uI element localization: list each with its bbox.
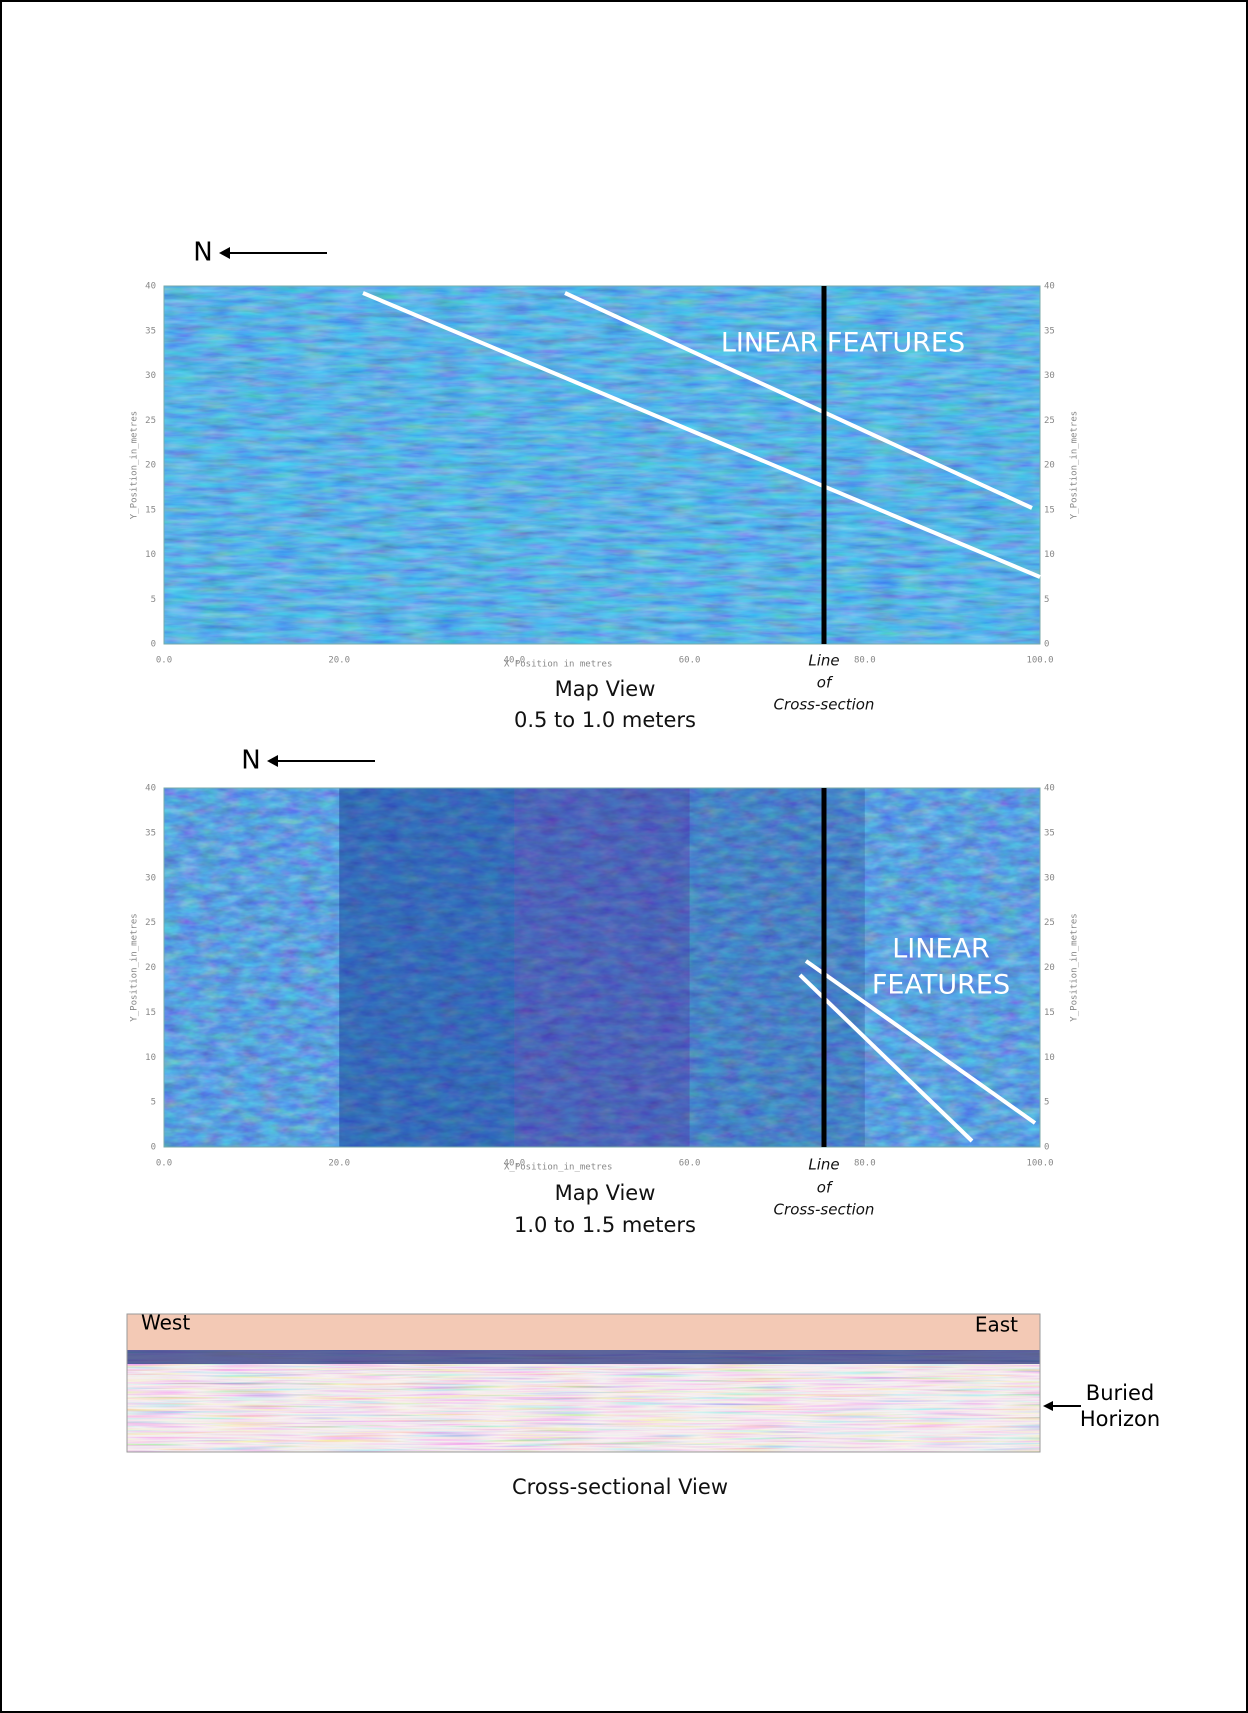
horizon-label: Horizon (1080, 1407, 1160, 1431)
x-axis-label: X_Position_in_metres (504, 1163, 612, 1173)
y-axis-label-right: Y_Position_in_metres (1070, 913, 1080, 1021)
y-tick-label: 25 (145, 416, 156, 426)
x-tick-label: 100.0 (1026, 656, 1053, 666)
x-tick-label: 60.0 (679, 1159, 701, 1169)
y-tick-label: 25 (145, 918, 156, 928)
y-tick-label-right: 25 (1044, 416, 1055, 426)
y-tick-label-right: 0 (1044, 640, 1049, 650)
x-tick-label: 80.0 (854, 656, 876, 666)
x-tick-label: 40.0 (504, 1159, 526, 1169)
map-image (164, 286, 1040, 644)
map-frame (163, 787, 1041, 1148)
y-tick-label-right: 40 (1044, 784, 1055, 794)
y-tick-label: 40 (145, 784, 156, 794)
y-tick-label: 0 (151, 1143, 156, 1153)
x-tick-label: 20.0 (328, 656, 350, 666)
x-tick-label: 100.0 (1026, 1159, 1053, 1169)
line-label: of (817, 1179, 834, 1197)
x-axis-label: X Position in metres (504, 660, 612, 670)
map-panel: 0.0 20.0 40.0 60.0 80.0 100.0 0 0 5 5 10 10 15 15 20 20… (130, 746, 1080, 1238)
annotation: LINEAR FEATURES (721, 328, 965, 359)
y-tick-label: 20 (145, 963, 156, 973)
y-tick-label-right: 15 (1044, 1008, 1055, 1018)
survey-band (689, 788, 865, 1147)
caption: 0.5 to 1.0 meters (514, 708, 696, 732)
line-label: of (817, 674, 834, 692)
east-label: East (975, 1313, 1018, 1337)
y-tick-label: 35 (145, 326, 156, 336)
y-tick-label-right: 15 (1044, 505, 1055, 515)
y-tick-label-right: 5 (1044, 595, 1049, 605)
west-label: West (141, 1311, 190, 1335)
y-tick-label: 5 (151, 1098, 156, 1108)
line-label: Line (808, 652, 839, 670)
y-tick-label: 40 (145, 282, 156, 292)
survey-band (339, 788, 515, 1147)
x-tick-label: 20.0 (328, 1159, 350, 1169)
north-label: N (241, 746, 260, 776)
y-tick-label: 5 (151, 595, 156, 605)
x-tick-label: 0.0 (156, 656, 172, 666)
survey-band (514, 788, 690, 1147)
y-tick-label-right: 30 (1044, 371, 1055, 381)
y-tick-label-right: 25 (1044, 918, 1055, 928)
section-frame (126, 1313, 1041, 1453)
linear-feature (362, 291, 1041, 579)
y-tick-label-right: 0 (1044, 1143, 1049, 1153)
y-tick-label-right: 10 (1044, 1053, 1055, 1063)
x-tick-label: 40.0 (504, 656, 526, 666)
y-tick-label-right: 35 (1044, 828, 1055, 838)
section-caption: Cross-sectional View (512, 1475, 728, 1499)
horizon-arrowhead (1043, 1401, 1053, 1411)
caption: Map View (555, 1181, 656, 1205)
y-tick-label: 15 (145, 1008, 156, 1018)
annotation: FEATURES (872, 970, 1010, 1001)
y-tick-label: 30 (145, 371, 156, 381)
caption: Map View (555, 677, 656, 701)
line-label: Cross-section (774, 1201, 875, 1219)
y-tick-label-right: 10 (1044, 550, 1055, 560)
section-image (127, 1350, 1040, 1452)
x-tick-label: 0.0 (156, 1159, 172, 1169)
map-frame (163, 285, 1041, 645)
y-tick-label-right: 20 (1044, 461, 1055, 471)
y-tick-label-right: 35 (1044, 326, 1055, 336)
y-tick-label-right: 30 (1044, 873, 1055, 883)
y-tick-label: 35 (145, 828, 156, 838)
y-tick-label-right: 20 (1044, 963, 1055, 973)
y-axis-label: Y_Position_in_metres (130, 913, 140, 1021)
x-tick-label: 80.0 (854, 1159, 876, 1169)
map-image (164, 788, 1040, 1147)
y-tick-label: 10 (145, 1053, 156, 1063)
horizon-label: Buried (1086, 1381, 1154, 1405)
north-arrowhead (219, 247, 230, 259)
y-tick-label-right: 5 (1044, 1098, 1049, 1108)
line-label: Cross-section (774, 696, 875, 714)
y-tick-label: 30 (145, 873, 156, 883)
section-top-reflector (127, 1350, 1040, 1364)
cross-section: West East Buried Horizon Cross-sectional… (126, 1311, 1160, 1499)
x-tick-label: 60.0 (679, 656, 701, 666)
map-panel: 0.0 20.0 40.0 60.0 80.0 100.0 0 0 5 5 10 10 15 15 20 20… (130, 238, 1080, 733)
y-tick-label: 10 (145, 550, 156, 560)
caption: 1.0 to 1.5 meters (514, 1213, 696, 1237)
y-axis-label-right: Y_Position_in_metres (1070, 411, 1080, 519)
north-arrowhead (267, 755, 278, 767)
line-label: Line (808, 1156, 839, 1174)
annotation: LINEAR (892, 934, 990, 965)
linear-feature (804, 959, 1037, 1125)
north-label: N (193, 238, 212, 268)
y-tick-label: 0 (151, 640, 156, 650)
linear-feature (798, 973, 974, 1143)
y-tick-label: 15 (145, 505, 156, 515)
linear-feature (564, 291, 1033, 510)
y-tick-label-right: 40 (1044, 282, 1055, 292)
y-tick-label: 20 (145, 461, 156, 471)
y-axis-label: Y_Position_in_metres (130, 411, 140, 519)
